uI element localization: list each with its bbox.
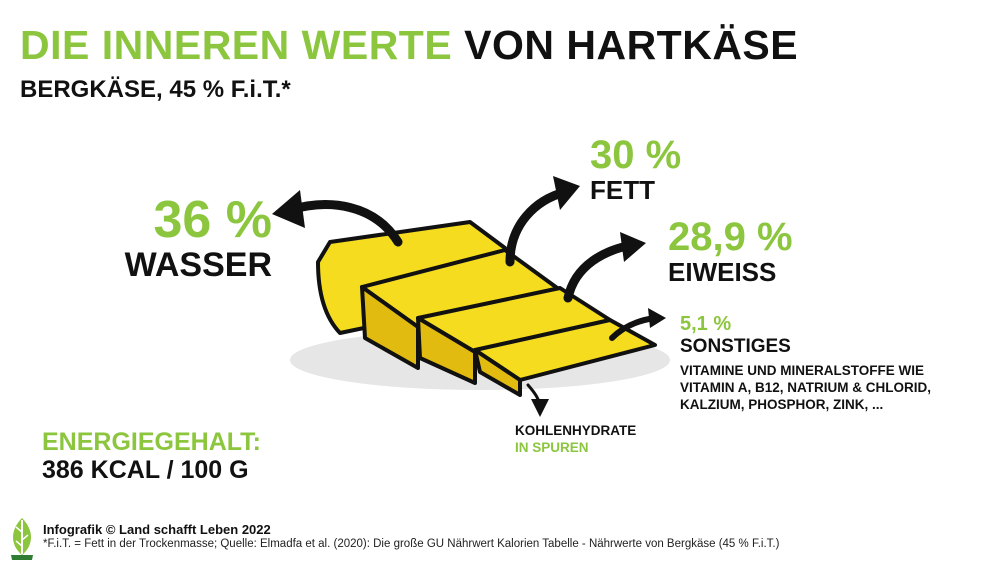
- title-accent: DIE INNEREN WERTE: [20, 22, 453, 68]
- page-title: DIE INNEREN WERTE VON HARTKÄSE: [20, 22, 798, 69]
- sonstiges-value: 5,1 %: [680, 313, 732, 335]
- sonstiges-detail-line: KALZIUM, PHOSPHOR, ZINK, ...: [680, 397, 884, 412]
- energy-value: 386 KCAL / 100 G: [42, 456, 249, 484]
- arrow-wasser: [285, 200, 403, 247]
- wasser-value: 36 %: [153, 191, 272, 249]
- arrow-fett: [505, 187, 570, 267]
- sonstiges-label: SONSTIGES: [680, 336, 791, 357]
- arrow-eiweiss: [563, 240, 637, 303]
- fett-label: FETT: [590, 175, 655, 205]
- eiweiss-value: 28,9 %: [668, 215, 793, 259]
- fett-value: 30 %: [590, 133, 682, 177]
- page-subtitle: BERGKÄSE, 45 % F.i.T.*: [20, 76, 291, 103]
- title-rest: VON HARTKÄSE: [464, 22, 799, 68]
- leaf-logo-icon: [11, 518, 33, 560]
- wasser-label: WASSER: [124, 246, 272, 284]
- kohlenhydrate-value: IN SPUREN: [515, 440, 589, 455]
- eiweiss-label: EIWEISS: [668, 257, 777, 287]
- credit-text: Infografik © Land schafft Leben 2022: [43, 522, 271, 537]
- arrow-kohlenhydrate: [526, 383, 549, 417]
- footnote-text: *F.i.T. = Fett in der Trockenmasse; Quel…: [43, 538, 780, 550]
- energy-label: ENERGIEGEHALT:: [42, 428, 261, 456]
- sonstiges-details: VITAMINE UND MINERALSTOFFE WIE VITAMIN A…: [680, 362, 931, 413]
- sonstiges-detail-line: VITAMIN A, B12, NATRIUM & CHLORID,: [680, 380, 931, 395]
- kohlenhydrate-label: KOHLENHYDRATE: [515, 423, 637, 438]
- sonstiges-detail-line: VITAMINE UND MINERALSTOFFE WIE: [680, 363, 924, 378]
